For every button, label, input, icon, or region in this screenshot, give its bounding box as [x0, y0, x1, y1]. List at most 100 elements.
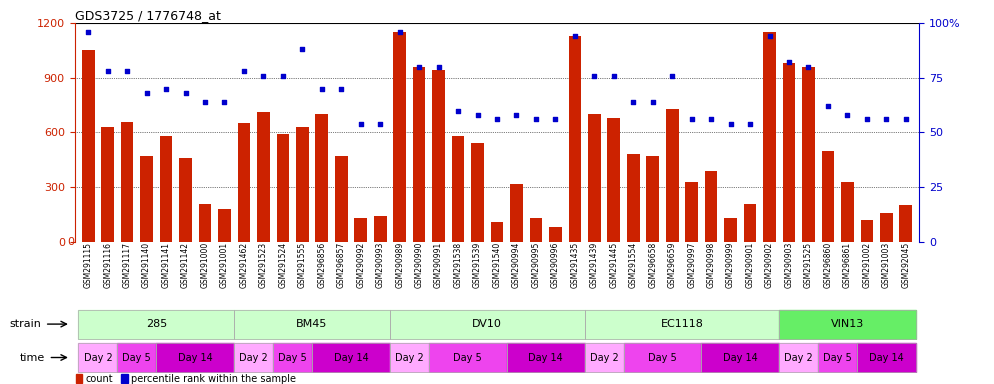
Text: GSM291116: GSM291116	[103, 242, 112, 288]
Text: Day 2: Day 2	[589, 353, 618, 362]
Bar	[510, 184, 523, 242]
Text: GSM291439: GSM291439	[589, 242, 598, 288]
Text: GSM291002: GSM291002	[863, 242, 872, 288]
Bar	[121, 374, 127, 383]
Bar	[646, 156, 659, 242]
Bar	[507, 343, 584, 372]
Point	[625, 99, 641, 105]
Text: GSM290991: GSM290991	[434, 242, 443, 288]
Bar	[79, 343, 117, 372]
Point	[509, 112, 525, 118]
Bar	[779, 343, 818, 372]
Bar	[584, 343, 623, 372]
Bar	[273, 343, 312, 372]
Text: GSM290903: GSM290903	[784, 242, 793, 288]
Bar	[428, 343, 507, 372]
Bar	[607, 118, 620, 242]
Bar	[744, 204, 756, 242]
Text: Day 14: Day 14	[723, 353, 757, 362]
Point	[217, 99, 233, 105]
Bar	[549, 227, 562, 242]
Text: GSM291524: GSM291524	[278, 242, 287, 288]
Point	[178, 90, 194, 96]
Text: GSM292045: GSM292045	[902, 242, 911, 288]
Text: GSM296856: GSM296856	[317, 242, 326, 288]
Text: Day 14: Day 14	[334, 353, 369, 362]
Text: GSM291435: GSM291435	[571, 242, 580, 288]
Bar	[276, 134, 289, 242]
Text: GSM290994: GSM290994	[512, 242, 521, 288]
Bar	[390, 310, 584, 339]
Text: GSM291523: GSM291523	[258, 242, 268, 288]
Text: Day 2: Day 2	[784, 353, 813, 362]
Bar	[199, 204, 212, 242]
Bar	[584, 343, 623, 372]
Bar	[841, 182, 854, 242]
Point	[392, 29, 408, 35]
Text: GSM290997: GSM290997	[687, 242, 696, 288]
Bar	[394, 32, 406, 242]
Point	[606, 73, 622, 79]
Bar	[802, 67, 815, 242]
Text: GSM291462: GSM291462	[240, 242, 248, 288]
Point	[294, 46, 310, 52]
Point	[840, 112, 856, 118]
Point	[743, 121, 758, 127]
Text: GSM290996: GSM290996	[551, 242, 560, 288]
Point	[684, 116, 700, 122]
Text: 0: 0	[68, 237, 75, 247]
Bar	[779, 343, 818, 372]
Bar	[79, 310, 235, 339]
Text: GSM296658: GSM296658	[648, 242, 657, 288]
Bar	[530, 218, 543, 242]
Text: GSM296659: GSM296659	[668, 242, 677, 288]
Text: GSM290992: GSM290992	[356, 242, 365, 288]
Bar	[432, 71, 445, 242]
Text: percentile rank within the sample: percentile rank within the sample	[131, 374, 296, 384]
Text: GSM291140: GSM291140	[142, 242, 151, 288]
Point	[898, 116, 913, 122]
Bar	[312, 343, 390, 372]
Bar	[818, 343, 857, 372]
Point	[800, 64, 816, 70]
Bar	[705, 171, 718, 242]
Point	[703, 116, 719, 122]
Point	[820, 103, 836, 109]
Bar	[685, 182, 698, 242]
Bar	[355, 218, 367, 242]
Bar	[818, 343, 857, 372]
Bar	[584, 310, 779, 339]
Bar	[218, 209, 231, 242]
Text: GSM290998: GSM290998	[707, 242, 716, 288]
Bar	[763, 32, 776, 242]
Bar	[779, 310, 915, 339]
Bar	[900, 205, 912, 242]
Text: BM45: BM45	[296, 319, 328, 329]
Bar	[117, 343, 156, 372]
Text: GSM290990: GSM290990	[414, 242, 423, 288]
Bar	[588, 114, 600, 242]
Bar	[666, 109, 679, 242]
Point	[314, 86, 330, 92]
Point	[645, 99, 661, 105]
Text: Day 2: Day 2	[395, 353, 423, 362]
Point	[469, 112, 485, 118]
Bar	[861, 220, 873, 242]
Text: GSM291540: GSM291540	[492, 242, 502, 288]
Bar	[140, 156, 153, 242]
Bar	[296, 127, 309, 242]
Bar	[79, 343, 117, 372]
Bar	[623, 343, 702, 372]
Bar	[235, 343, 273, 372]
Text: Day 2: Day 2	[83, 353, 112, 362]
Text: GSM291115: GSM291115	[83, 242, 92, 288]
Bar	[160, 136, 172, 242]
Point	[255, 73, 271, 79]
Point	[119, 68, 135, 74]
Point	[528, 116, 544, 122]
Text: GSM291142: GSM291142	[181, 242, 190, 288]
Text: GSM296860: GSM296860	[823, 242, 832, 288]
Point	[197, 99, 213, 105]
Text: GSM290993: GSM290993	[376, 242, 385, 288]
Bar	[779, 310, 915, 339]
